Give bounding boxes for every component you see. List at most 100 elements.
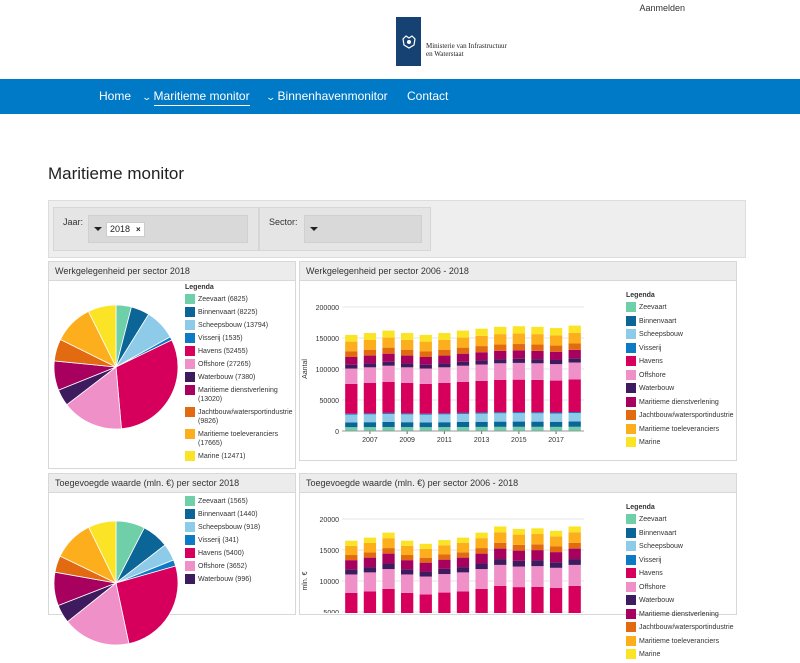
legend-item[interactable]: Havens (52455) [185, 346, 293, 356]
legend-item[interactable]: Maritieme dienstverlening [626, 396, 736, 407]
bar-segment [512, 421, 525, 427]
bar-segment [512, 587, 525, 613]
legend-item[interactable]: Zeevaart [626, 514, 736, 524]
legend-item[interactable]: Marine [626, 649, 736, 659]
legend-item[interactable]: Zeevaart [626, 302, 736, 312]
bar-segment [475, 364, 488, 381]
legend-item[interactable]: Jachtbouw/watersportindustrie [626, 622, 736, 632]
legend-item[interactable]: Offshore [626, 369, 736, 380]
legend-item[interactable]: Offshore [626, 581, 736, 592]
legend-item[interactable]: Binnenvaart [626, 527, 736, 538]
legend-item[interactable]: Binnenvaart (1440) [185, 509, 293, 519]
legend-item[interactable]: Havens (5400) [185, 548, 293, 558]
nav-maritime-label: Maritieme monitor [153, 89, 250, 106]
bar-segment [438, 559, 451, 569]
nav-inland[interactable]: ⌄Binnenhavenmonitor [265, 89, 387, 103]
legend-item[interactable]: Jachtbouw/watersportindustrie [626, 410, 736, 420]
legend-item[interactable]: Scheepsbouw [626, 329, 736, 339]
bar-segment [531, 363, 544, 380]
legend-item[interactable]: Havens [626, 568, 736, 578]
legend-item[interactable]: Waterbouw [626, 383, 736, 393]
bar-segment [549, 364, 563, 381]
legend-item[interactable]: Marine [626, 437, 736, 447]
legend-item[interactable]: Visserij [626, 342, 736, 353]
legend-item[interactable]: Zeevaart (1565) [185, 496, 293, 506]
tag-remove-icon[interactable]: × [136, 225, 141, 234]
ministry-logo[interactable]: Ministerie van Infrastructuur en Waterst… [396, 17, 507, 66]
value-bar-chart: 5000 10000 15000 20000 mln. € [302, 517, 584, 613]
nav-maritime[interactable]: ⌄Maritieme monitor [141, 89, 250, 106]
bar-segment [382, 330, 395, 338]
bar-segment [363, 572, 377, 592]
bar-segment [382, 548, 395, 554]
legend-item[interactable]: Zeevaart (6825) [185, 294, 293, 304]
bar-segment [438, 554, 451, 560]
legend-item[interactable]: Visserij [626, 554, 736, 565]
legend-item[interactable]: Visserij (1535) [185, 333, 293, 343]
legend-item[interactable]: Maritieme toeleveranciers (17665) [185, 429, 293, 448]
bar-segment [345, 351, 358, 358]
legend-swatch [626, 581, 636, 592]
year-filter: Jaar: 2018 × [53, 207, 259, 251]
bar-segment [382, 538, 395, 549]
legend-item[interactable]: Binnenvaart [626, 315, 736, 326]
legend-item[interactable]: Waterbouw (7380) [185, 372, 293, 382]
legend-item[interactable]: Waterbouw [626, 595, 736, 605]
bar-segment [382, 563, 395, 570]
legend-item[interactable]: Scheepsbouw (13794) [185, 320, 293, 330]
bar-segment [401, 427, 414, 431]
bar-segment [401, 540, 414, 546]
bar-segment [382, 588, 395, 613]
bar-segment [363, 552, 377, 558]
legend-item[interactable]: Havens [626, 356, 736, 366]
legend-item[interactable]: Maritieme dienstverlening [626, 608, 736, 619]
legend-label: Zeevaart (1565) [198, 498, 248, 505]
ministry-name-line2: en Waterstaat [426, 50, 464, 58]
bar-segment [382, 365, 395, 382]
legend-item[interactable]: Scheepsbouw (918) [185, 522, 293, 532]
employment-pie-chart [53, 304, 179, 430]
bar-segment [456, 347, 470, 354]
legend-item[interactable]: Visserij (341) [185, 535, 293, 545]
legend-item[interactable]: Marine (12471) [185, 451, 293, 461]
bar-legend: Legenda Zeevaart Binnenvaart Scheepsbouw Vi… [626, 292, 736, 451]
legend-item[interactable]: Maritieme dienstverlening (13020) [185, 385, 293, 404]
year-select[interactable]: 2018 × [88, 215, 248, 243]
pie-slice [87, 304, 117, 368]
legend-item[interactable]: Binnenvaart (8225) [185, 307, 293, 317]
legend-swatch [626, 410, 636, 420]
nav-home[interactable]: Home [99, 89, 131, 103]
legend-item[interactable]: Waterbouw (996) [185, 574, 293, 584]
bar-segment [363, 413, 377, 415]
login-link[interactable]: Aanmelden [639, 3, 685, 13]
bar-segment [549, 552, 563, 563]
bar-segment [568, 325, 581, 333]
bar-segment [438, 333, 451, 340]
bar-segment [549, 530, 563, 537]
bar-segment [512, 344, 525, 351]
bar-segment [475, 328, 488, 336]
bar-segment [382, 421, 395, 427]
legend-item[interactable]: Maritieme toeleveranciers [626, 635, 736, 646]
legend-item[interactable]: Offshore (3652) [185, 561, 293, 571]
nav-contact[interactable]: Contact [407, 89, 448, 103]
bar-segment [494, 363, 507, 380]
bar-segment [494, 542, 507, 549]
legend-item[interactable]: Maritieme toeleveranciers [626, 423, 736, 434]
legend-label: Marine (12471) [198, 453, 246, 460]
bar-segment [438, 540, 451, 546]
bar-segment [456, 421, 470, 427]
sector-select[interactable] [304, 215, 422, 243]
bar-segment [438, 592, 451, 613]
bar-segment [549, 588, 563, 613]
legend-item[interactable]: Offshore (27265) [185, 359, 293, 369]
legend-swatch [185, 574, 195, 584]
legend-label: Jachtbouw/watersportindustrie [639, 624, 734, 631]
legend-item[interactable]: Jachtbouw/watersportindustrie (9826) [185, 407, 293, 426]
y-tick-label: 100000 [316, 367, 339, 374]
bar-segment [345, 592, 358, 613]
legend-item[interactable]: Scheepsbouw [626, 541, 736, 551]
bar-segment [568, 343, 581, 350]
bar-segment [512, 358, 525, 363]
bar-segment [475, 413, 488, 422]
